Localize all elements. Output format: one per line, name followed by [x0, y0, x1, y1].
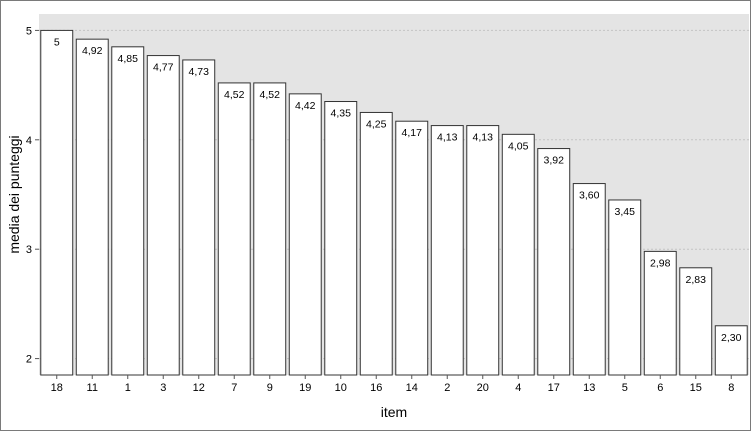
x-axis-title: item [381, 404, 407, 420]
x-tick-label: 6 [657, 382, 663, 394]
x-tick-label: 17 [548, 382, 560, 394]
bar-value-label: 2,30 [721, 332, 742, 344]
y-tick-label: 3 [26, 244, 32, 256]
bar [572, 183, 606, 376]
y-tick-label: 5 [26, 25, 32, 37]
x-tick-label: 19 [299, 382, 311, 394]
bar [253, 82, 287, 376]
bar [146, 55, 180, 376]
x-tick-label: 2 [444, 382, 450, 394]
bar-value-label: 4,13 [437, 132, 458, 144]
x-tick-label: 14 [406, 382, 418, 394]
bar-value-label: 4,17 [402, 127, 423, 139]
x-tick-label: 8 [728, 382, 734, 394]
x-tick-label: 5 [622, 382, 628, 394]
plot-panel [39, 14, 749, 375]
bar-value-label: 4,52 [224, 89, 245, 101]
bar [111, 46, 145, 376]
bar [679, 267, 713, 376]
y-tick-label: 2 [26, 354, 32, 366]
bar [395, 120, 429, 376]
x-tick-label: 3 [160, 382, 166, 394]
bar-value-label: 4,77 [153, 62, 174, 74]
bar [466, 125, 500, 376]
bar-value-label: 4,73 [189, 66, 210, 78]
bar [359, 111, 393, 376]
bars: 5 4,92 4,85 4,77 4,73 4,52 4,52 4,42 4,35 4,25 4,1… [40, 29, 748, 376]
x-tick-label: 4 [515, 382, 521, 394]
bar-value-label: 4,35 [331, 108, 352, 120]
y-axis-title: media dei punteggi [6, 135, 22, 253]
bar-value-label: 3,45 [615, 206, 636, 218]
bar [714, 325, 748, 376]
bar-value-label: 4,25 [366, 118, 387, 130]
y-tick-label: 4 [26, 135, 32, 147]
bar-value-label: 5 [54, 36, 60, 48]
bar [643, 250, 677, 376]
bar-value-label: 4,85 [118, 53, 139, 65]
bar [182, 59, 216, 376]
bar [608, 199, 642, 376]
x-tick-label: 12 [193, 382, 205, 394]
x-tick-label: 9 [267, 382, 273, 394]
bar [430, 125, 464, 376]
bar [75, 38, 109, 376]
bar [501, 133, 535, 376]
y-axis: 2 3 4 5 [26, 25, 39, 366]
bar [537, 148, 571, 376]
x-tick-label: 13 [583, 382, 595, 394]
bar-value-label: 2,83 [686, 274, 707, 286]
bar-value-label: 4,13 [473, 132, 494, 144]
bar-value-label: 4,05 [508, 140, 529, 152]
x-tick-label: 10 [335, 382, 347, 394]
x-tick-label: 16 [370, 382, 382, 394]
x-tick-label: 15 [690, 382, 702, 394]
bar-value-label: 3,60 [579, 190, 600, 202]
bar-value-label: 2,98 [650, 257, 671, 269]
bar-value-label: 4,52 [260, 89, 281, 101]
bar [217, 82, 251, 376]
x-tick-label: 1 [125, 382, 131, 394]
bar [324, 101, 358, 376]
x-tick-label: 18 [51, 382, 63, 394]
x-tick-label: 7 [231, 382, 237, 394]
bar-value-label: 4,92 [82, 45, 103, 57]
bar-value-label: 3,92 [544, 155, 565, 167]
bar [40, 29, 74, 376]
bar [288, 93, 322, 376]
bar-value-label: 4,42 [295, 100, 316, 112]
x-axis: 18 11 1 3 12 7 9 19 10 16 14 2 20 4 17 13 5 6 15 8 [51, 375, 734, 394]
x-tick-label: 11 [87, 382, 98, 394]
x-tick-label: 20 [477, 382, 489, 394]
